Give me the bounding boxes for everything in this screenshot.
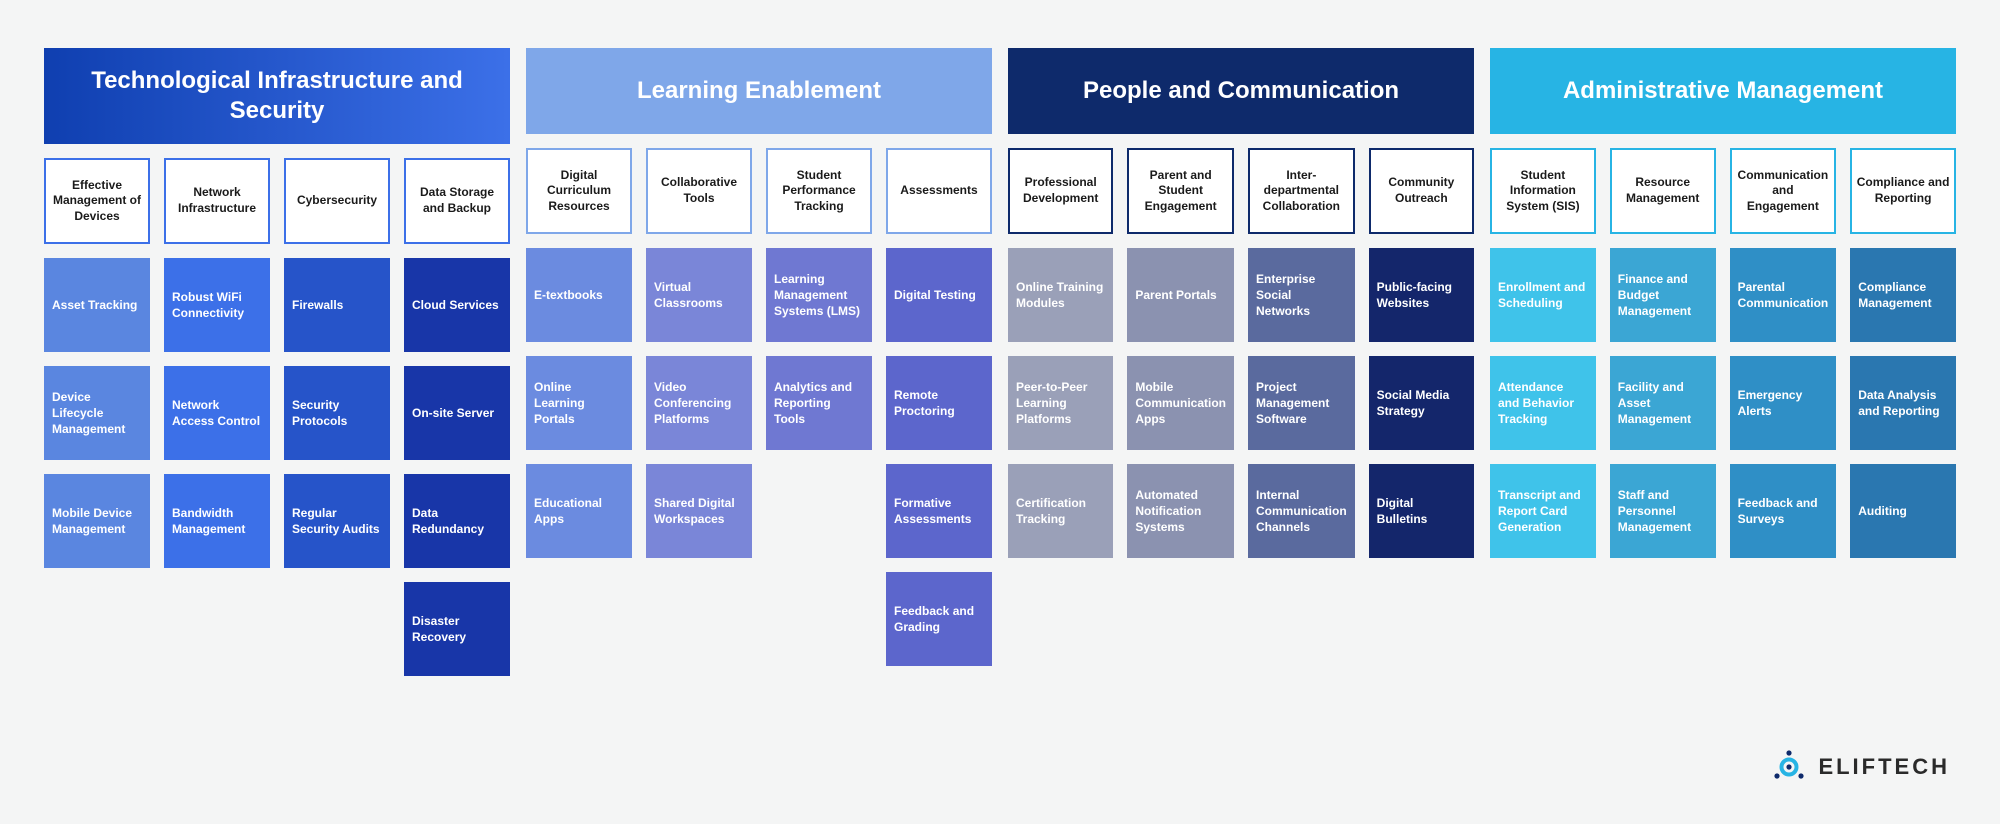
cell: On-site Server	[404, 366, 510, 460]
column-subheader: Collaborative Tools	[646, 148, 752, 234]
column: Student Information System (SIS) Enrollme…	[1490, 148, 1596, 558]
column: Compliance and Reporting Compliance Manag…	[1850, 148, 1956, 558]
cell: Data Redundancy	[404, 474, 510, 568]
cell: Facility and Asset Management	[1610, 356, 1716, 450]
column: Parent and Student Engagement Parent Port…	[1127, 148, 1234, 558]
cell: Public-facing Websites	[1369, 248, 1474, 342]
cell: Online Training Modules	[1008, 248, 1113, 342]
cell: Learning Management Systems (LMS)	[766, 248, 872, 342]
cell: Video Conferencing Platforms	[646, 356, 752, 450]
cell: Enrollment and Scheduling	[1490, 248, 1596, 342]
cell: Cloud Services	[404, 258, 510, 352]
cell: Network Access Control	[164, 366, 270, 460]
pillar-columns: Digital Curriculum Resources E-textbooks O…	[526, 148, 992, 666]
column-subheader: Network Infrastructure	[164, 158, 270, 244]
column-subheader: Community Outreach	[1369, 148, 1474, 234]
cell: Transcript and Report Card Generation	[1490, 464, 1596, 558]
column: Inter-departmental Collaboration Enterpri…	[1248, 148, 1355, 558]
cell: Remote Proctoring	[886, 356, 992, 450]
cell: Regular Security Audits	[284, 474, 390, 568]
cell: Enterprise Social Networks	[1248, 248, 1355, 342]
column: Resource Management Finance and Budget Ma…	[1610, 148, 1716, 558]
pillar-header: Technological Infrastructure and Securit…	[44, 48, 510, 144]
cell: Online Learning Portals	[526, 356, 632, 450]
pillar-header: People and Communication	[1008, 48, 1474, 134]
column: Student Performance Tracking Learning Man…	[766, 148, 872, 666]
column-subheader: Data Storage and Backup	[404, 158, 510, 244]
column-subheader: Professional Development	[1008, 148, 1113, 234]
brand-text: ELIFTECH	[1818, 754, 1950, 780]
cell: Asset Tracking	[44, 258, 150, 352]
column-subheader: Student Information System (SIS)	[1490, 148, 1596, 234]
cell: Virtual Classrooms	[646, 248, 752, 342]
cell: Digital Bulletins	[1369, 464, 1474, 558]
column: Communication and Engagement Parental Com…	[1730, 148, 1837, 558]
column: Network Infrastructure Robust WiFi Connec…	[164, 158, 270, 676]
cell: Mobile Device Management	[44, 474, 150, 568]
column-subheader: Inter-departmental Collaboration	[1248, 148, 1355, 234]
cell: Firewalls	[284, 258, 390, 352]
cell: Disaster Recovery	[404, 582, 510, 676]
cell: Mobile Communication Apps	[1127, 356, 1234, 450]
cell: Parent Portals	[1127, 248, 1234, 342]
cell: Device Lifecycle Management	[44, 366, 150, 460]
cell: Analytics and Reporting Tools	[766, 356, 872, 450]
cell: Attendance and Behavior Tracking	[1490, 356, 1596, 450]
pillar: Administrative Management Student Informa…	[1490, 48, 1956, 558]
cell: Formative Assessments	[886, 464, 992, 558]
column: Community Outreach Public-facing Websites…	[1369, 148, 1474, 558]
column-subheader: Communication and Engagement	[1730, 148, 1837, 234]
pillar-header: Learning Enablement	[526, 48, 992, 134]
column-subheader: Parent and Student Engagement	[1127, 148, 1234, 234]
column: Digital Curriculum Resources E-textbooks O…	[526, 148, 632, 666]
cell: Certification Tracking	[1008, 464, 1113, 558]
cell: Educational Apps	[526, 464, 632, 558]
cell: Security Protocols	[284, 366, 390, 460]
column: Collaborative Tools Virtual Classrooms Vid…	[646, 148, 752, 666]
cell: Finance and Budget Management	[1610, 248, 1716, 342]
cell: Feedback and Surveys	[1730, 464, 1837, 558]
cell: Bandwidth Management	[164, 474, 270, 568]
pillar-grid: Technological Infrastructure and Securit…	[44, 48, 1956, 676]
column: Effective Management of Devices Asset Tra…	[44, 158, 150, 676]
brand-logo: ELIFTECH	[1772, 750, 1950, 784]
column-subheader: Cybersecurity	[284, 158, 390, 244]
cell: Compliance Management	[1850, 248, 1956, 342]
pillar-header: Administrative Management	[1490, 48, 1956, 134]
cell: Emergency Alerts	[1730, 356, 1837, 450]
column-subheader: Resource Management	[1610, 148, 1716, 234]
column: Assessments Digital Testing Remote Proctor…	[886, 148, 992, 666]
column-subheader: Effective Management of Devices	[44, 158, 150, 244]
pillar: People and Communication Professional Dev…	[1008, 48, 1474, 558]
pillar: Learning Enablement Digital Curriculum Re…	[526, 48, 992, 666]
brand-icon	[1772, 750, 1806, 784]
cell: Internal Communication Channels	[1248, 464, 1355, 558]
cell: Project Management Software	[1248, 356, 1355, 450]
pillar: Technological Infrastructure and Securit…	[44, 48, 510, 676]
column: Professional Development Online Training …	[1008, 148, 1113, 558]
cell: Digital Testing	[886, 248, 992, 342]
pillar-columns: Professional Development Online Training …	[1008, 148, 1474, 558]
column-subheader: Student Performance Tracking	[766, 148, 872, 234]
cell: Feedback and Grading	[886, 572, 992, 666]
cell: Automated Notification Systems	[1127, 464, 1234, 558]
cell: Data Analysis and Reporting	[1850, 356, 1956, 450]
cell: Staff and Personnel Management	[1610, 464, 1716, 558]
pillar-columns: Effective Management of Devices Asset Tra…	[44, 158, 510, 676]
cell: Social Media Strategy	[1369, 356, 1474, 450]
cell: Robust WiFi Connectivity	[164, 258, 270, 352]
cell: Peer-to-Peer Learning Platforms	[1008, 356, 1113, 450]
pillar-columns: Student Information System (SIS) Enrollme…	[1490, 148, 1956, 558]
column: Cybersecurity Firewalls Security Protocols…	[284, 158, 390, 676]
column-subheader: Assessments	[886, 148, 992, 234]
cell: Shared Digital Workspaces	[646, 464, 752, 558]
column-subheader: Digital Curriculum Resources	[526, 148, 632, 234]
column-subheader: Compliance and Reporting	[1850, 148, 1956, 234]
cell: Auditing	[1850, 464, 1956, 558]
cell: Parental Communication	[1730, 248, 1837, 342]
column: Data Storage and Backup Cloud Services On-…	[404, 158, 510, 676]
cell: E-textbooks	[526, 248, 632, 342]
